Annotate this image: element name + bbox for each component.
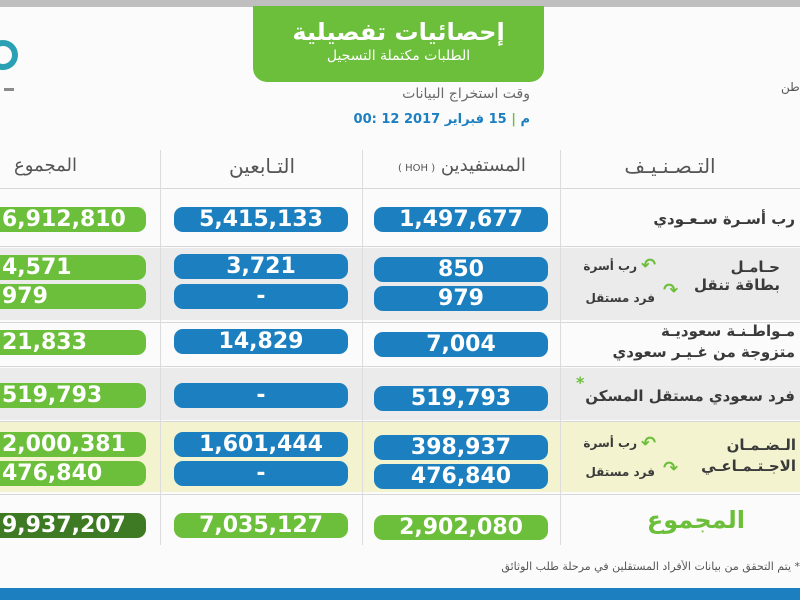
curved-arrow-icon: ↶ (641, 255, 657, 276)
grid-line (0, 366, 800, 367)
extraction-datetime: 00: 12 م | 15 فبراير 2017 (290, 112, 530, 127)
page-subtitle: الطلبات مكتملة التسجيل (326, 48, 471, 64)
total-dependents-cell: 7,035,127 (174, 513, 348, 538)
grid-line (560, 150, 561, 545)
footnote-marker: * (576, 373, 585, 392)
total-cell: 21,833 (0, 330, 146, 355)
category-hoh: رب أسرة (583, 436, 637, 450)
datetime-separator: | (511, 112, 516, 127)
grid-line (160, 150, 161, 545)
beneficiaries-cell: 850 (374, 257, 548, 282)
logo-mark (4, 88, 14, 91)
total-beneficiaries-cell: 2,902,080 (374, 515, 548, 540)
dependents-cell: 5,415,133 (174, 207, 348, 232)
group-social-security-line2: الاجـتـمـاعـي (701, 457, 796, 475)
edge-fragment: طن (781, 80, 800, 94)
beneficiaries-cell: 519,793 (374, 386, 548, 411)
header-total: المجموع (14, 155, 77, 176)
dependents-cell: 3,721 (174, 254, 348, 279)
curved-arrow-icon: ↶ (641, 433, 657, 454)
curved-arrow-icon: ↷ (663, 458, 679, 479)
extraction-time: 00: 12 م (353, 112, 530, 127)
dependents-cell: - (174, 383, 348, 408)
total-cell: 6,912,810 (0, 207, 146, 232)
dependents-cell: 14,829 (174, 329, 348, 354)
page-title: إحصائيات تفصيلية (292, 18, 505, 46)
header-dependents: التـابعين (228, 154, 296, 178)
category-saudi-hoh: رب أسـرة سـعـودي (653, 210, 795, 228)
grand-total-cell: 9,937,207 (0, 513, 146, 538)
total-cell: 519,793 (0, 383, 146, 408)
group-mobility-line2: بطاقة تنقل (694, 276, 780, 294)
bottom-band (0, 588, 800, 600)
category-independent: فرد مستقل (585, 465, 655, 479)
total-cell: 2,000,381 (0, 432, 146, 457)
extraction-label: وقت استخراج البيانات (402, 86, 530, 102)
beneficiaries-cell: 7,004 (374, 332, 548, 357)
grid-line (0, 246, 800, 247)
category-independent-housing: فرد سعودي مستقل المسكن (585, 387, 795, 405)
footnote: * يتم التحقق من بيانات الأفراد المستقلين… (501, 560, 800, 573)
beneficiaries-label: المستفيدين (440, 155, 526, 176)
grid-line (0, 322, 800, 323)
total-cell: 4,571 (0, 255, 146, 280)
grid-line (0, 494, 800, 495)
beneficiaries-cell: 1,497,677 (374, 207, 548, 232)
beneficiaries-cell: 476,840 (374, 464, 548, 489)
group-social-security-line1: الـضـمـان (726, 436, 796, 454)
dependents-cell: 1,601,444 (174, 432, 348, 457)
group-mobility-line1: حـامـل (730, 258, 780, 276)
totals-label: المجموع (646, 506, 745, 534)
hoh-tag: ( HOH ) (398, 163, 436, 174)
beneficiaries-cell: 979 (374, 286, 548, 311)
header-category: التـصـنـيـف (624, 154, 716, 178)
grid-line (0, 188, 800, 189)
category-married-citizen-line2: متزوجة من غـيـر سعودي (612, 343, 795, 361)
category-independent: فرد مستقل (585, 291, 655, 305)
total-cell: 979 (0, 284, 146, 309)
curved-arrow-icon: ↷ (663, 280, 679, 301)
total-cell: 476,840 (0, 461, 146, 486)
grid-line (0, 421, 800, 422)
top-stripe (0, 0, 800, 7)
header-beneficiaries: ( HOH ) المستفيدين (372, 150, 552, 182)
category-married-citizen-line1: مـواطـنـة سعوديـة (661, 322, 795, 340)
grid-line (362, 150, 363, 545)
dependents-cell: - (174, 284, 348, 309)
extraction-date: 15 فبراير 2017 (403, 112, 507, 127)
logo-icon (0, 40, 18, 70)
beneficiaries-cell: 398,937 (374, 435, 548, 460)
category-hoh: رب أسرة (583, 259, 637, 273)
dependents-cell: - (174, 461, 348, 486)
header-box: إحصائيات تفصيلية الطلبات مكتملة التسجيل (253, 6, 544, 82)
